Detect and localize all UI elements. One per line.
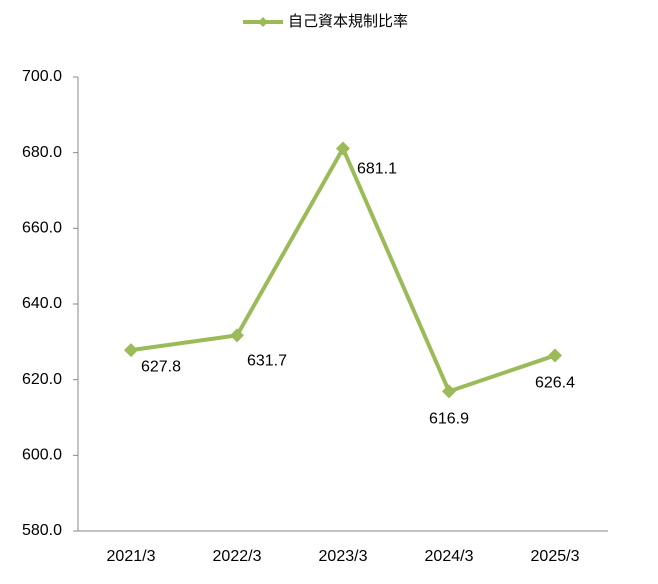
- data-label: 681.1: [357, 161, 397, 178]
- data-label: 631.7: [247, 353, 287, 370]
- y-tick-label: 680.0: [22, 144, 62, 161]
- y-tick-label: 640.0: [22, 295, 62, 312]
- y-tick-label: 580.0: [22, 522, 62, 539]
- marker: [336, 141, 350, 156]
- y-tick-label: 660.0: [22, 220, 62, 237]
- marker: [124, 343, 138, 358]
- marker: [230, 328, 244, 343]
- legend-label: 自己資本規制比率: [288, 13, 408, 30]
- series-line: [130, 146, 556, 394]
- y-tick-label: 600.0: [22, 447, 62, 464]
- x-tick-label: 2024/3: [425, 548, 474, 565]
- legend-marker: [258, 17, 268, 27]
- y-tick-label: 700.0: [22, 68, 62, 85]
- y-tick-label: 620.0: [22, 371, 62, 388]
- marker: [548, 348, 562, 363]
- x-tick-label: 2022/3: [213, 548, 262, 565]
- data-label: 616.9: [429, 411, 469, 428]
- data-label: 627.8: [141, 358, 181, 375]
- x-tick-label: 2023/3: [319, 548, 368, 565]
- x-tick-label: 2025/3: [531, 548, 580, 565]
- x-tick-label: 2021/3: [107, 548, 156, 565]
- marker: [442, 384, 456, 399]
- data-label: 626.4: [535, 375, 575, 392]
